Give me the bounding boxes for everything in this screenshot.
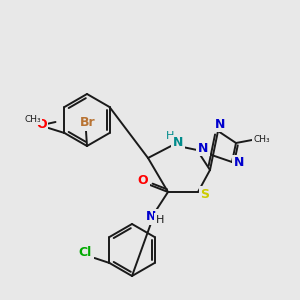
Text: N: N — [173, 136, 183, 149]
Text: O: O — [138, 173, 148, 187]
Text: N: N — [215, 118, 225, 130]
Text: Br: Br — [80, 116, 96, 130]
Text: O: O — [36, 118, 47, 130]
Text: CH₃: CH₃ — [254, 134, 270, 143]
Text: H: H — [166, 131, 174, 141]
Text: N: N — [198, 142, 208, 154]
Text: N: N — [146, 211, 156, 224]
Text: N: N — [234, 157, 244, 169]
Text: S: S — [200, 188, 209, 200]
Text: CH₃: CH₃ — [24, 115, 41, 124]
Text: H: H — [156, 215, 164, 225]
Text: Cl: Cl — [79, 247, 92, 260]
